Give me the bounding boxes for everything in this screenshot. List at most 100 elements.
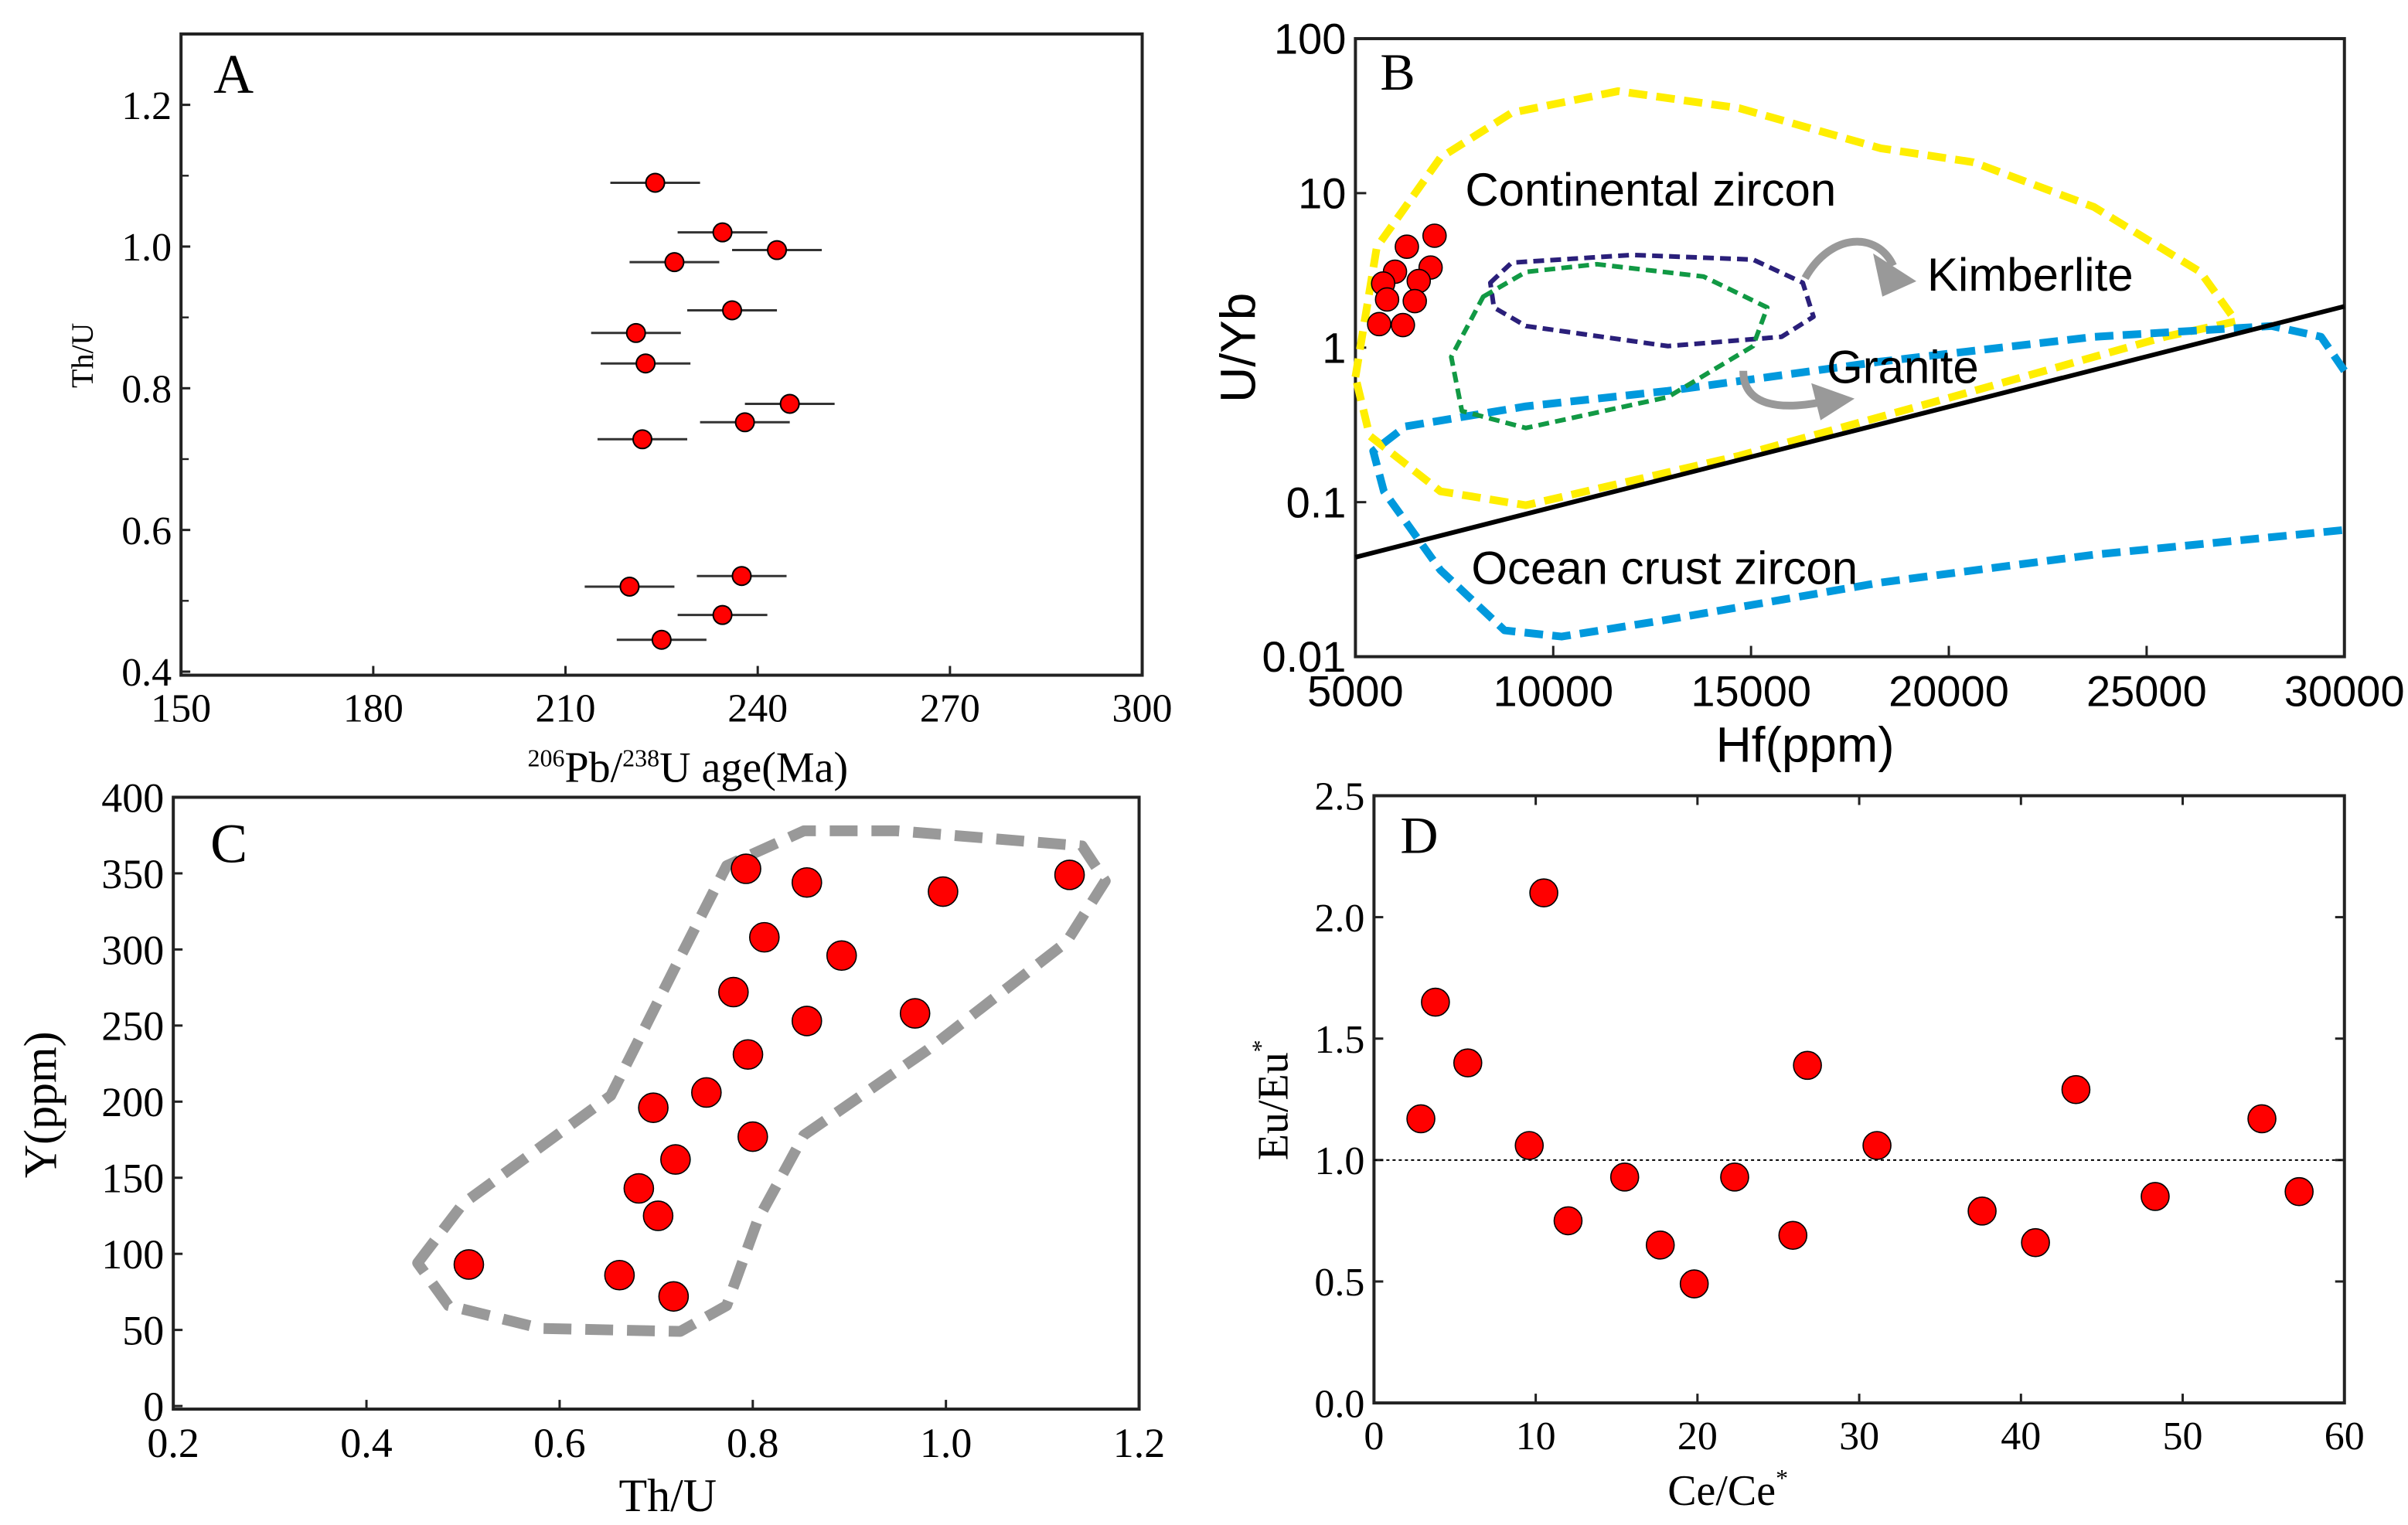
kimberlite-label: Kimberlite xyxy=(1927,249,2134,301)
panel-b: 5000 10000 15000 20000 25000 30000 0.01 0.1 1 10 1… xyxy=(1210,15,2404,773)
data-point xyxy=(658,1281,690,1312)
data-point xyxy=(1402,288,1427,314)
y-tick-label: 100 xyxy=(101,1231,164,1278)
data-point xyxy=(1406,1104,1436,1134)
x-tick-label: 5000 xyxy=(1307,667,1404,716)
x-tick-label: 0.8 xyxy=(727,1420,778,1466)
panel-label: D xyxy=(1400,805,1438,864)
granite-arrow-icon xyxy=(1739,370,1825,410)
y-axis-label: Th/U xyxy=(65,322,100,388)
x-label-text: Ce/Ce xyxy=(1667,1467,1776,1515)
y-label-text: Eu/Eu xyxy=(1249,1052,1297,1160)
data-point xyxy=(1553,1206,1583,1236)
x-tick-label: 20000 xyxy=(1889,667,2009,716)
data-point xyxy=(2247,1104,2277,1134)
data-point xyxy=(604,1259,635,1291)
x-tick-label: 210 xyxy=(536,687,596,731)
data-point xyxy=(1793,1050,1822,1081)
data-point xyxy=(2061,1074,2091,1105)
data-point xyxy=(718,976,749,1008)
x-label-text: U age(Ma) xyxy=(659,744,848,791)
ocean-crust-zircon-label: Ocean crust zircon xyxy=(1471,543,1858,594)
panel-label: B xyxy=(1380,43,1415,101)
y-tick-label: 0.8 xyxy=(121,367,172,411)
x-tick-label: 0 xyxy=(1364,1414,1384,1459)
data-point xyxy=(1609,1162,1640,1192)
y-tick-label: 2.0 xyxy=(1314,897,1364,941)
x-tick-label: 270 xyxy=(920,687,980,731)
data-point xyxy=(732,1039,764,1071)
x-tick-label: 240 xyxy=(727,687,788,731)
kimberlite-arrow-icon xyxy=(1801,237,1897,281)
data-point xyxy=(1529,878,1558,907)
region-kimberlite xyxy=(1487,252,1816,349)
data-point xyxy=(623,1173,655,1204)
y-tick-label: 2.5 xyxy=(1314,775,1364,819)
x-axis-label: Ce/Ce* xyxy=(1667,1465,1788,1515)
plot-frame xyxy=(179,32,1144,677)
panel-label: C xyxy=(210,812,247,874)
data-point xyxy=(722,300,743,321)
continental-zircon-label: Continental zircon xyxy=(1465,164,1836,216)
data-point xyxy=(791,866,823,898)
panel-d: 0 10 20 30 40 50 600.00.51.01.52.02.5DEu/Eu*Ce… xyxy=(1247,775,2364,1515)
x-tick-label: 50 xyxy=(2163,1414,2203,1459)
data-point xyxy=(1406,268,1432,294)
data-point xyxy=(642,1200,674,1231)
data-point xyxy=(645,172,666,193)
data-point xyxy=(1967,1197,1997,1226)
y-tick-label: 350 xyxy=(101,851,164,897)
x-label-superscript: 206 xyxy=(528,744,565,771)
y-tick-label: 150 xyxy=(101,1156,164,1202)
data-point xyxy=(731,566,752,587)
data-point xyxy=(638,1092,669,1123)
x-tick-label: 150 xyxy=(151,687,211,731)
y-tick-label: 10 xyxy=(1298,168,1346,217)
x-axis-label: Hf(ppm) xyxy=(1716,717,1895,773)
y-tick-label: 0 xyxy=(143,1384,164,1430)
data-point xyxy=(1514,1131,1545,1160)
x-tick-label: 40 xyxy=(2001,1414,2041,1459)
x-tick-label: 300 xyxy=(1112,687,1173,731)
data-point xyxy=(625,322,646,343)
y-tick-label: 1 xyxy=(1322,323,1346,372)
data-point xyxy=(899,998,931,1029)
data-point xyxy=(767,240,788,260)
data-point xyxy=(635,353,656,374)
data-point xyxy=(2141,1182,2170,1211)
panel-label: A xyxy=(213,43,254,105)
panel-a: 150 180 210 240 270 300 0.4 0.6 0.8 1.0 1.2 A Th/U 20… xyxy=(65,32,1173,791)
data-point xyxy=(1374,287,1400,312)
plot-frame xyxy=(1372,794,2346,1405)
y-label-superscript: * xyxy=(1247,1040,1274,1052)
y-tick-label: 400 xyxy=(101,774,164,821)
x-tick-label: 1.2 xyxy=(1113,1420,1165,1466)
y-tick-label: 200 xyxy=(101,1079,164,1125)
data-point xyxy=(2021,1227,2050,1258)
y-tick-label: 1.5 xyxy=(1314,1018,1364,1062)
data-point xyxy=(826,940,857,972)
x-axis-label: Th/U xyxy=(619,1470,717,1521)
x-axis-label: 206Pb/238U age(Ma) xyxy=(528,744,849,791)
data-point xyxy=(2284,1176,2314,1207)
y-axis-label: Eu/Eu* xyxy=(1247,1040,1297,1160)
region-granite xyxy=(1449,261,1770,431)
data-point xyxy=(1391,312,1415,338)
y-tick-label: 0.1 xyxy=(1286,478,1347,526)
data-point xyxy=(619,576,640,597)
y-axis-label: Y(ppm) xyxy=(15,1031,66,1178)
data-point xyxy=(734,412,755,433)
x-label-superscript: 238 xyxy=(622,744,659,771)
y-tick-label: 1.2 xyxy=(121,84,172,128)
data-point xyxy=(1422,223,1447,248)
granite-label: Granite xyxy=(1827,342,1979,393)
x-tick-label: 25000 xyxy=(2086,667,2207,716)
y-tick-label: 250 xyxy=(101,1003,164,1050)
y-tick-label: 0.01 xyxy=(1262,632,1346,681)
data-point xyxy=(731,853,761,884)
y-tick-label: 0.5 xyxy=(1314,1261,1364,1305)
data-point xyxy=(1453,1048,1483,1077)
data-point xyxy=(691,1077,722,1108)
y-tick-label: 0.6 xyxy=(121,509,172,553)
